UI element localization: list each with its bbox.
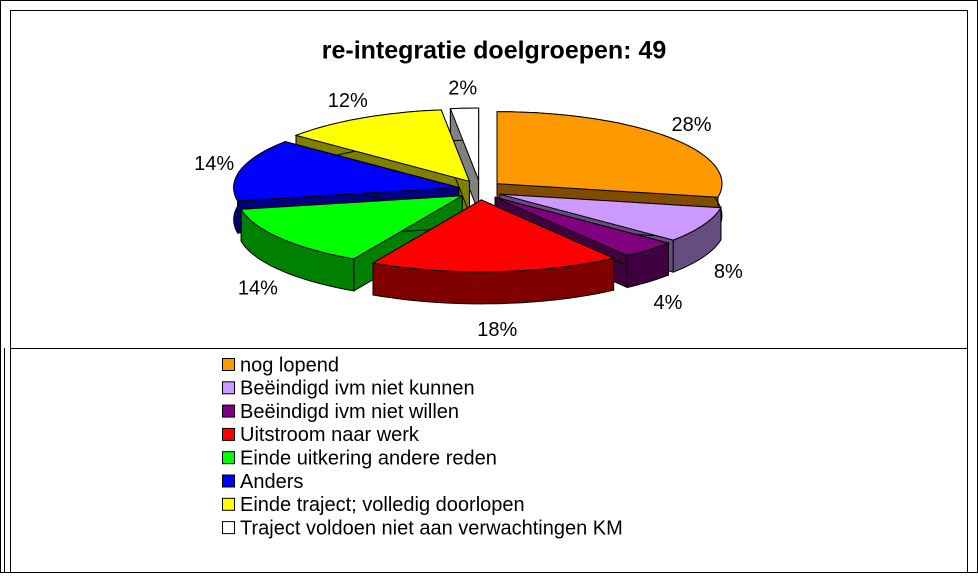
legend-box (10, 348, 968, 578)
data-label: 28% (671, 114, 711, 136)
data-label: 14% (194, 153, 234, 175)
legend-label: Beëindigd ivm niet willen (240, 401, 459, 423)
data-label: 4% (653, 292, 682, 314)
data-label: 14% (238, 278, 278, 300)
legend-swatch (222, 358, 235, 371)
slice-top (449, 107, 480, 181)
legend-label: Einde traject; volledig doorlopen (240, 494, 525, 516)
legend-label: Beëindigd ivm niet kunnen (240, 378, 475, 400)
slice-top (233, 141, 459, 202)
pie (233, 107, 723, 305)
legend-label: Einde uitkering andere reden (240, 447, 497, 469)
legend-swatch (222, 381, 235, 395)
legend-label: Uitstroom naar werk (240, 424, 420, 446)
legend-swatch (222, 404, 235, 418)
legend-swatch (222, 474, 235, 488)
legend-swatch (222, 427, 235, 441)
legend-label: Anders (240, 471, 303, 493)
slice-top (496, 111, 723, 198)
data-label: 18% (477, 319, 517, 341)
slice-top (494, 196, 671, 257)
data-label: 2% (448, 78, 477, 100)
legend-label: nog lopend (240, 354, 339, 376)
legend-swatch (222, 451, 235, 465)
slice-top (240, 195, 463, 260)
slice (449, 107, 480, 213)
legend-swatch (222, 497, 235, 511)
data-label: 12% (328, 90, 368, 112)
slice-top (371, 199, 616, 273)
chart-title: re-integratie doelgroepen: 49 (322, 37, 667, 65)
data-label: 8% (714, 261, 743, 283)
legend-swatch (222, 521, 235, 535)
legend-label: Traject voldoen niet aan verwachtingen K… (240, 517, 623, 539)
slice-top (499, 193, 722, 241)
slice-top (294, 109, 471, 183)
slice (371, 199, 616, 305)
